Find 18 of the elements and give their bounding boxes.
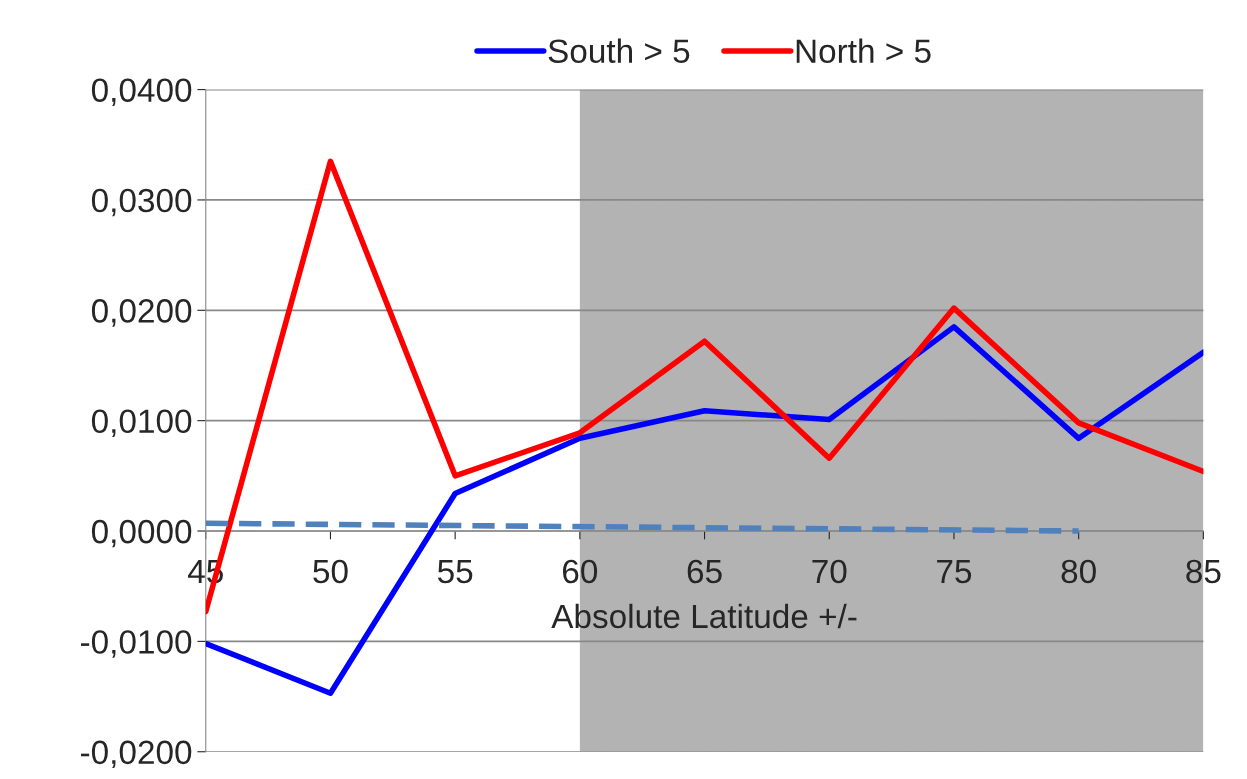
x-tick-label: 75 bbox=[937, 560, 972, 584]
x-tick-label: 85 bbox=[1186, 559, 1221, 584]
y-tick-label: 0,0200 bbox=[91, 299, 192, 327]
x-tick-label: 50 bbox=[313, 559, 348, 584]
y-tick-label: 0,0300 bbox=[91, 188, 192, 217]
y-tick-label: 0,0400 bbox=[91, 78, 192, 106]
x-tick-label: 80 bbox=[1061, 559, 1096, 584]
y-tick-label: -0,0200 bbox=[81, 740, 192, 769]
y-tick-label: 0,0100 bbox=[91, 409, 192, 437]
x-tick-label: 55 bbox=[437, 560, 473, 584]
legend-label: South > 5 bbox=[548, 38, 690, 63]
x-tick-label: 60 bbox=[563, 559, 598, 584]
legend-label: North > 5 bbox=[796, 38, 931, 63]
x-tick-label: 65 bbox=[687, 559, 722, 584]
x-tick-label: 70 bbox=[812, 559, 847, 584]
x-axis-title: Absolute Latitude +/- bbox=[551, 603, 857, 629]
y-tick-label: -0,0100 bbox=[81, 630, 192, 658]
y-tick-label: 0,0000 bbox=[91, 519, 192, 548]
